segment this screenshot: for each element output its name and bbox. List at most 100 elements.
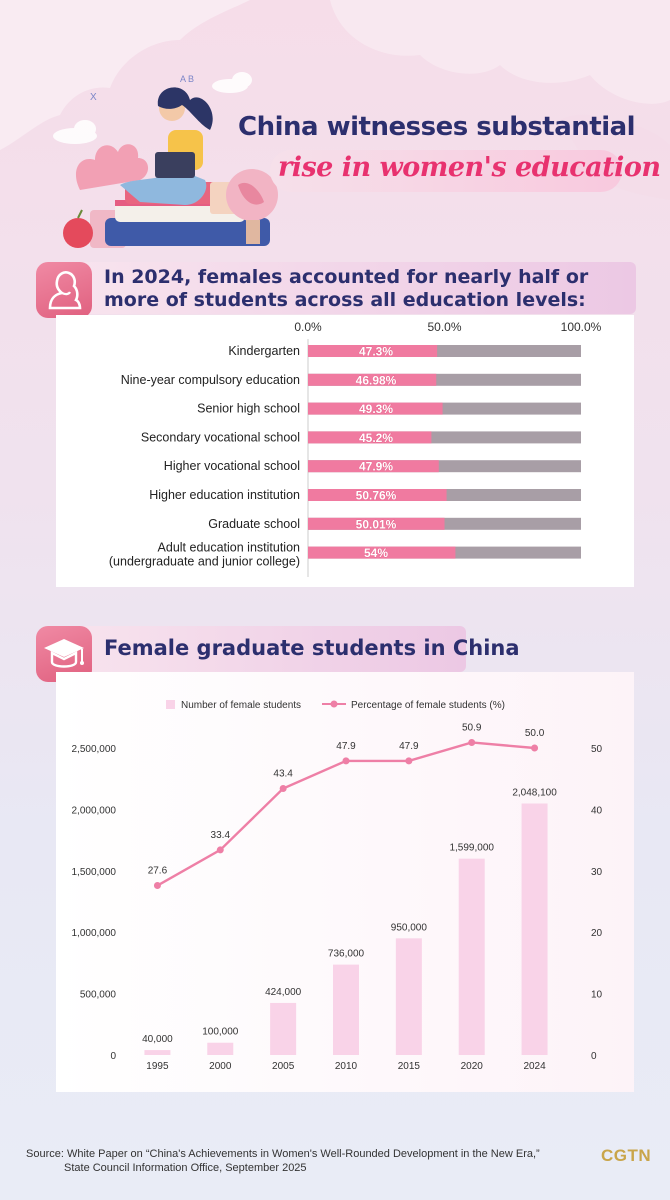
- x-tick-label: 2010: [335, 1061, 358, 1072]
- woman-profile-icon: [48, 271, 82, 310]
- bar-female-share: [308, 489, 447, 501]
- header: X A B China witnesses substantial rise i…: [0, 0, 670, 255]
- bar-female-share: [308, 431, 432, 444]
- svg-text:X: X: [90, 92, 97, 103]
- bar-value-label: 2,048,100: [512, 787, 557, 798]
- source-line1: Source: White Paper on “China's Achievem…: [26, 1148, 540, 1160]
- y-left-tick-label: 1,000,000: [72, 928, 117, 939]
- bar-female-students: [395, 938, 422, 1055]
- y-right-tick-label: 0: [591, 1051, 597, 1062]
- bar-value-label: 736,000: [328, 949, 365, 960]
- bar-value-label: 46.98%: [356, 373, 397, 387]
- category-label: Nine-year compulsory education: [121, 373, 300, 387]
- source-note: Source: White Paper on “China's Achievem…: [26, 1147, 540, 1175]
- percentage-point: [342, 757, 350, 765]
- percentage-label: 47.9: [336, 741, 356, 752]
- bar-female-students: [458, 858, 485, 1055]
- y-left-tick-label: 500,000: [80, 990, 117, 1001]
- category-label: Higher vocational school: [164, 459, 300, 473]
- section1-title: In 2024, females accounted for nearly ha…: [104, 266, 589, 311]
- bar-female-share: [308, 402, 443, 415]
- section1-banner: [62, 262, 636, 314]
- percentage-point: [405, 757, 413, 765]
- title-highlight: [270, 150, 622, 192]
- x-tick-label: 2005: [272, 1061, 295, 1072]
- graduation-cap-icon: [44, 639, 84, 668]
- y-left-tick-label: 2,500,000: [72, 744, 117, 755]
- x-tick-label: 50.0%: [427, 320, 461, 334]
- x-tick-label: 2000: [209, 1061, 232, 1072]
- female-share-bar-chart: 0.0% 50.0% 100.0% Kindergarten 47.3% Nine-yea…: [109, 320, 602, 577]
- bar-value-label: 950,000: [391, 922, 428, 933]
- section2-banner: [62, 626, 466, 672]
- svg-text:A B: A B: [180, 74, 194, 84]
- percentage-point: [216, 846, 224, 854]
- legend-swatch-bars: [166, 700, 175, 709]
- combo-chart-panel: Number of female students Percentage of f…: [56, 672, 634, 1092]
- x-tick-label: 0.0%: [294, 320, 322, 334]
- category-label: Senior high school: [197, 402, 300, 416]
- percentage-label: 43.4: [273, 769, 293, 780]
- section1-badge: [36, 262, 92, 318]
- y-right-tick-label: 10: [591, 990, 603, 1001]
- percentage-label: 50.9: [462, 722, 482, 733]
- bar-value-label: 45.2%: [359, 431, 393, 445]
- category-label: Kindergarten: [228, 344, 300, 358]
- category-label: Higher education institution: [149, 488, 300, 502]
- y-right-tick-label: 30: [591, 867, 603, 878]
- percentage-point: [531, 744, 539, 752]
- bar-value-label: 100,000: [202, 1027, 239, 1038]
- x-tick-label: 2024: [523, 1061, 546, 1072]
- legend-label-line: Percentage of female students (%): [351, 700, 505, 711]
- bar-female-share: [308, 546, 456, 559]
- page-title-line1: China witnesses substantial: [238, 112, 636, 142]
- percentage-point: [153, 882, 161, 890]
- bar-female-share: [308, 345, 438, 357]
- bar-female-share: [308, 517, 445, 530]
- category-label: Graduate school: [208, 517, 300, 531]
- bar-female-students: [207, 1042, 234, 1055]
- bar-female-share: [308, 460, 439, 473]
- bar-value-label: 424,000: [265, 987, 302, 998]
- x-tick-label: 2020: [461, 1061, 484, 1072]
- percentage-label: 47.9: [399, 741, 419, 752]
- graduate-students-combo-chart: Number of female students Percentage of f…: [72, 700, 603, 1072]
- bar-value-label: 50.76%: [356, 489, 397, 503]
- bar-female-students: [270, 1002, 297, 1055]
- legend: Number of female students Percentage of f…: [166, 700, 505, 711]
- percentage-point: [279, 785, 287, 793]
- bar-value-label: 49.3%: [359, 402, 393, 416]
- bar-value-label: 50.01%: [356, 517, 397, 531]
- percentage-label: 27.6: [148, 866, 168, 877]
- x-tick-label: 100.0%: [561, 320, 602, 334]
- y-left-tick-label: 1,500,000: [72, 867, 117, 878]
- bar-female-students: [144, 1050, 171, 1055]
- bar-value-label: 54%: [364, 546, 388, 560]
- bar-value-label: 47.3%: [359, 345, 393, 359]
- category-label: Adult education institution: [158, 541, 301, 555]
- x-tick-label: 2015: [398, 1061, 421, 1072]
- cloud-icon-small: [53, 72, 252, 144]
- legend-label-bars: Number of female students: [181, 700, 301, 711]
- bar-female-share: [308, 373, 437, 386]
- y-right-tick-label: 50: [591, 744, 603, 755]
- section2-title: Female graduate students in China: [104, 636, 520, 660]
- y-left-tick-label: 0: [110, 1051, 116, 1062]
- category-label: Secondary vocational school: [141, 430, 300, 444]
- bar-value-label: 40,000: [142, 1034, 173, 1045]
- percentage-label: 33.4: [211, 830, 231, 841]
- x-tick-label: 1995: [146, 1061, 169, 1072]
- y-left-tick-label: 2,000,000: [72, 805, 117, 816]
- bar-value-label: 47.9%: [359, 460, 393, 474]
- y-right-tick-label: 20: [591, 928, 603, 939]
- legend-marker-line: [330, 700, 338, 708]
- source-line2: State Council Information Office, Septem…: [64, 1162, 307, 1174]
- bar-female-students: [521, 803, 548, 1055]
- percentage-label: 50.0: [525, 728, 545, 739]
- hbar-chart-panel: 0.0% 50.0% 100.0% Kindergarten 47.3% Nine-yea…: [56, 315, 634, 587]
- bar-female-students: [333, 964, 359, 1055]
- cgtn-logo: CGTN: [601, 1146, 652, 1165]
- girl-studying-illustration: X A B: [63, 74, 278, 248]
- percentage-point: [468, 738, 476, 746]
- category-sublabel: (undergraduate and junior college): [109, 555, 300, 569]
